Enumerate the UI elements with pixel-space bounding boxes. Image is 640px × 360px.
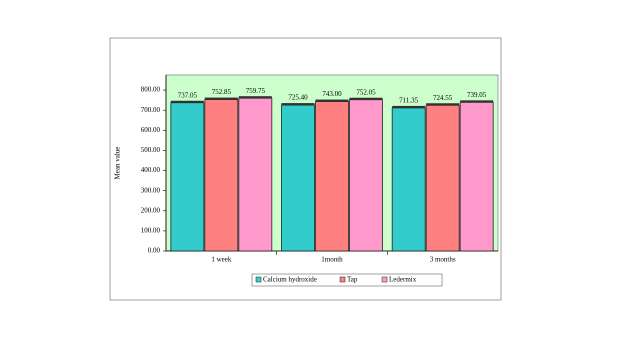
bar-top xyxy=(204,97,238,100)
y-tick-label: 600.00 xyxy=(141,126,161,134)
legend-label: Ledermix xyxy=(389,276,417,284)
bar-top xyxy=(315,99,349,102)
value-label: 752.85 xyxy=(212,88,232,96)
bar xyxy=(170,102,205,252)
value-label: 752.05 xyxy=(356,88,376,96)
y-tick-label: 400.00 xyxy=(141,166,161,174)
bar-top xyxy=(426,103,460,106)
y-tick-label: 200.00 xyxy=(141,206,161,214)
bar xyxy=(281,104,315,252)
bar-top xyxy=(281,103,315,106)
x-tick-label: 1 week xyxy=(211,256,232,264)
bar xyxy=(238,97,273,252)
bar-top xyxy=(238,96,272,99)
bar xyxy=(349,99,383,252)
bar xyxy=(204,99,239,252)
bar-top xyxy=(392,105,426,108)
value-label: 759.75 xyxy=(246,87,266,95)
value-label: 739.05 xyxy=(467,91,487,99)
y-tick-label: 700.00 xyxy=(141,106,161,114)
y-axis-title: Mean value xyxy=(114,147,122,180)
bar-top xyxy=(460,100,494,103)
bar-top xyxy=(349,97,383,100)
legend-box xyxy=(251,273,443,287)
y-tick-label: 300.00 xyxy=(141,186,161,194)
value-label: 743.00 xyxy=(322,90,342,98)
x-tick-label: 1month xyxy=(321,256,343,264)
bar xyxy=(459,101,494,252)
x-tick-label: 3 months xyxy=(430,256,456,264)
bar xyxy=(391,107,426,252)
bar xyxy=(315,101,349,252)
value-label: 724.55 xyxy=(433,94,453,102)
y-tick-label: 500.00 xyxy=(141,146,161,154)
bar-top xyxy=(170,100,204,103)
y-tick-label: 0.00 xyxy=(148,247,161,255)
bar xyxy=(425,104,460,252)
y-tick-label: 100.00 xyxy=(141,226,161,234)
legend-swatch xyxy=(339,276,346,283)
legend-label: Calcium hydroxide xyxy=(263,276,317,284)
legend-swatch xyxy=(255,276,262,283)
value-label: 725.40 xyxy=(288,94,308,102)
value-label: 711.35 xyxy=(399,97,418,105)
legend-swatch xyxy=(381,276,388,283)
y-tick-label: 800.00 xyxy=(141,86,161,94)
legend-label: Tap xyxy=(347,276,358,284)
value-label: 737.05 xyxy=(178,91,198,99)
